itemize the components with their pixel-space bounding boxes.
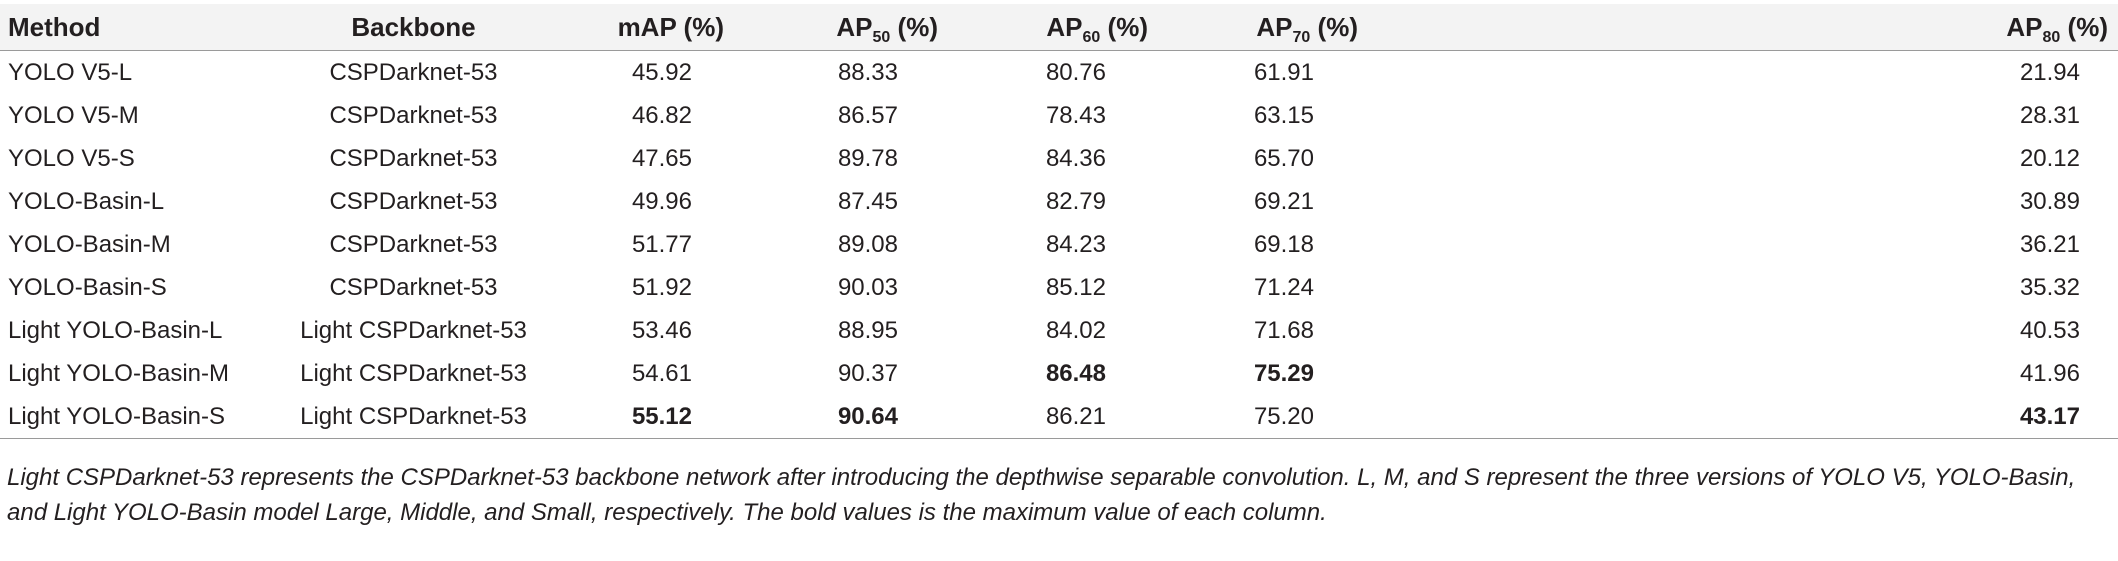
header-text: AP [836, 11, 873, 42]
cell-method: Light YOLO-Basin-L [8, 316, 223, 344]
cell-method: YOLO-Basin-M [8, 230, 171, 258]
cell-ap80: 40.53 [2019, 316, 2080, 344]
header-ap50: AP50 (%) [738, 4, 954, 51]
header-ap80: AP80 (%) [1386, 4, 2118, 51]
cell-backbone: CSPDarknet-53 [329, 230, 498, 258]
cell-method: YOLO V5-S [8, 144, 135, 172]
cell-backbone: CSPDarknet-53 [329, 58, 498, 86]
cell-method: Light YOLO-Basin-M [8, 359, 229, 387]
cell-ap50: 86.57 [837, 101, 898, 129]
header-subscript: 80 [2042, 28, 2061, 46]
cell-ap70: 69.21 [1253, 187, 1314, 215]
cell-ap70: 75.29 [1253, 359, 1314, 387]
cell-ap50: 88.33 [837, 58, 898, 86]
cell-ap50: 88.95 [837, 316, 898, 344]
cell-ap60: 86.48 [1045, 359, 1106, 387]
cell-ap50: 90.37 [837, 359, 898, 387]
cell-backbone: Light CSPDarknet-53 [265, 395, 562, 439]
cell-ap80: 30.89 [2019, 187, 2080, 215]
cell-ap50: 87.45 [837, 187, 898, 215]
table-row: YOLO V5-M CSPDarknet-53 46.82 86.57 78.43 63.… [0, 94, 2118, 137]
cell-map: 51.92 [631, 273, 692, 301]
cell-ap80: 20.12 [2019, 144, 2080, 172]
table-row: YOLO-Basin-S CSPDarknet-53 51.92 90.03 85.12… [0, 266, 2118, 309]
header-ap60: AP60 (%) [954, 4, 1170, 51]
cell-backbone: CSPDarknet-53 [329, 101, 498, 129]
cell-ap70: 71.68 [1253, 316, 1314, 344]
cell-map: 51.77 [631, 230, 692, 258]
cell-map: 55.12 [562, 395, 738, 439]
results-table-container: Method Backbone mAP (%) AP50 (%) AP60 (%) AP7… [0, 4, 2118, 439]
cell-ap60: 80.76 [1045, 58, 1106, 86]
header-text: AP [1256, 11, 1293, 42]
cell-ap60: 86.21 [954, 395, 1170, 439]
cell-map: 49.96 [631, 187, 692, 215]
header-method: Method [0, 4, 265, 51]
header-subscript: 60 [1082, 28, 1101, 46]
cell-backbone: CSPDarknet-53 [329, 144, 498, 172]
cell-ap60: 84.36 [1045, 144, 1106, 172]
cell-ap60: 84.02 [1045, 316, 1106, 344]
results-table: Method Backbone mAP (%) AP50 (%) AP60 (%) AP7… [0, 4, 2118, 439]
cell-ap50: 89.08 [837, 230, 898, 258]
cell-ap80: 43.17 [1386, 395, 2118, 439]
cell-ap70: 61.91 [1253, 58, 1314, 86]
header-subscript: 50 [872, 28, 891, 46]
header-unit: (%) [2060, 11, 2108, 42]
cell-ap70: 69.18 [1253, 230, 1314, 258]
header-text: AP [1046, 11, 1083, 42]
cell-method: Light YOLO-Basin-S [0, 395, 265, 439]
cell-ap80: 35.32 [2019, 273, 2080, 301]
header-ap70: AP70 (%) [1170, 4, 1386, 51]
cell-backbone: Light CSPDarknet-53 [300, 316, 527, 344]
table-row: Light YOLO-Basin-S Light CSPDarknet-53 55.… [0, 395, 2118, 439]
header-unit: (%) [1310, 11, 1358, 42]
header-text: AP [2006, 11, 2043, 42]
cell-ap70: 63.15 [1253, 101, 1314, 129]
cell-method: YOLO V5-M [8, 101, 139, 129]
cell-map: 46.82 [631, 101, 692, 129]
cell-ap50: 90.64 [738, 395, 954, 439]
cell-ap60: 85.12 [1045, 273, 1106, 301]
cell-ap80: 36.21 [2019, 230, 2080, 258]
cell-backbone: Light CSPDarknet-53 [300, 359, 527, 387]
table-header-row: Method Backbone mAP (%) AP50 (%) AP60 (%) AP7… [0, 4, 2118, 51]
cell-map: 54.61 [631, 359, 692, 387]
cell-ap60: 84.23 [1045, 230, 1106, 258]
cell-ap70: 75.20 [1170, 395, 1386, 439]
header-text: mAP (%) [617, 11, 724, 42]
table-caption: Light CSPDarknet-53 represents the CSPDa… [7, 464, 2076, 526]
cell-ap80: 28.31 [2019, 101, 2080, 129]
cell-ap50: 89.78 [837, 144, 898, 172]
header-subscript: 70 [1292, 28, 1311, 46]
cell-ap70: 71.24 [1253, 273, 1314, 301]
cell-method: YOLO V5-L [8, 58, 133, 86]
cell-map: 47.65 [631, 144, 692, 172]
cell-ap80: 41.96 [2019, 359, 2080, 387]
table-row: Light YOLO-Basin-L Light CSPDarknet-53 53.… [0, 309, 2118, 352]
cell-backbone: CSPDarknet-53 [329, 273, 498, 301]
cell-method: YOLO-Basin-S [8, 273, 167, 301]
cell-ap60: 78.43 [1045, 101, 1106, 129]
cell-ap60: 82.79 [1045, 187, 1106, 215]
cell-map: 45.92 [631, 58, 692, 86]
header-unit: (%) [1100, 11, 1148, 42]
header-text: Method [8, 11, 101, 42]
header-backbone: Backbone [265, 4, 562, 51]
cell-ap50: 90.03 [837, 273, 898, 301]
table-row: YOLO V5-S CSPDarknet-53 47.65 89.78 84.36 65.… [0, 137, 2118, 180]
table-row: YOLO-Basin-M CSPDarknet-53 51.77 89.08 84.23… [0, 223, 2118, 266]
cell-backbone: CSPDarknet-53 [329, 187, 498, 215]
header-unit: (%) [890, 11, 938, 42]
cell-method: YOLO-Basin-L [8, 187, 165, 215]
table-row: Light YOLO-Basin-M Light CSPDarknet-53 54.… [0, 352, 2118, 395]
table-row: YOLO V5-L CSPDarknet-53 45.92 88.33 80.76 61.… [0, 51, 2118, 95]
cell-ap70: 65.70 [1253, 144, 1314, 172]
table-body: YOLO V5-L CSPDarknet-53 45.92 88.33 80.76 61.… [0, 51, 2118, 439]
cell-ap80: 21.94 [2019, 58, 2080, 86]
header-text: Backbone [351, 11, 476, 42]
table-row: YOLO-Basin-L CSPDarknet-53 49.96 87.45 82.79… [0, 180, 2118, 223]
header-map: mAP (%) [562, 4, 738, 51]
cell-map: 53.46 [631, 316, 692, 344]
